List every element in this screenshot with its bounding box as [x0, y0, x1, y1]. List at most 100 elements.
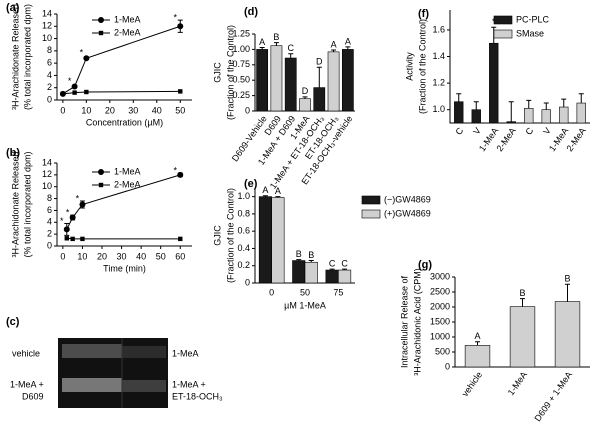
bar-label: B	[296, 249, 302, 259]
x-tick-label: C	[453, 125, 465, 136]
x-tick-label: 30	[117, 251, 127, 261]
point	[60, 91, 66, 97]
legend-label: PC-PLC	[516, 14, 550, 24]
panel-c: (c) vehicle 1-MeA 1-MeA + D609 1-MeA + E…	[6, 316, 223, 408]
y-axis-label: (Fraction of the Control)	[225, 188, 235, 283]
legend-label: (−)GW4869	[384, 194, 431, 204]
bar	[341, 49, 354, 112]
error-bar	[273, 42, 279, 46]
panel-tag: (d)	[244, 6, 258, 18]
legend-swatch	[361, 195, 381, 205]
y-axis-label: (Fraction of the Control)	[225, 25, 235, 120]
panel-tag: (a)	[6, 2, 20, 14]
point-label: *	[68, 76, 72, 86]
y-tick-label: 0.75	[232, 59, 250, 69]
y-tick-label: 12	[42, 169, 52, 179]
legend-label: SMase	[516, 28, 544, 38]
x-tick-label: 60	[175, 251, 185, 261]
error-bar	[288, 53, 294, 59]
y-tick-label: 2500	[430, 286, 450, 296]
y-tick-label: 12	[42, 21, 52, 31]
y-axis-label: Intracellular Release of	[399, 275, 409, 368]
bar	[270, 45, 283, 112]
point	[178, 89, 183, 94]
error-bar	[308, 260, 314, 263]
bar-label: B	[519, 288, 525, 298]
y-axis-label: Activity	[404, 52, 414, 81]
bar	[489, 42, 499, 124]
error-bar	[262, 195, 268, 197]
legend-marker	[98, 169, 104, 175]
legend-marker	[98, 17, 104, 23]
legend-label: (+)GW4869	[384, 208, 431, 218]
x-tick-label: 10	[77, 251, 87, 261]
y-tick-label: 2000	[430, 301, 450, 311]
bar-label: A	[262, 185, 268, 195]
bar	[554, 301, 581, 368]
point-label: *	[76, 193, 80, 203]
point	[84, 89, 89, 95]
lane-label: 1-MeA +	[172, 379, 206, 389]
legend-label: 2-MeA	[114, 27, 141, 37]
bar	[338, 269, 352, 284]
point-label: *	[80, 48, 84, 58]
point	[64, 236, 69, 241]
bar	[284, 57, 297, 112]
error-bar	[345, 46, 351, 50]
y-tick-label: 6	[47, 58, 52, 68]
bar-label: C	[329, 259, 336, 269]
error-bar	[259, 47, 265, 50]
lane-label: D609	[22, 391, 44, 401]
x-tick-label: 0	[60, 251, 65, 261]
error-bar	[456, 93, 462, 102]
gel-image	[58, 338, 168, 408]
error-bar	[475, 341, 480, 346]
bar	[506, 121, 516, 124]
x-tick-label: 20	[97, 251, 107, 261]
legend-marker	[98, 30, 104, 36]
y-tick-label: 0	[47, 240, 52, 250]
point	[83, 55, 90, 62]
bar-label: A	[275, 186, 281, 196]
y-tick-label: 1500	[430, 316, 450, 326]
x-tick-label: 75	[333, 287, 343, 297]
error-bar	[526, 99, 532, 109]
y-axis-label: (% total incorporated dpm)	[22, 4, 32, 110]
band	[62, 378, 122, 392]
lane-label: vehicle	[12, 348, 40, 358]
point	[177, 23, 184, 30]
y-tick-label: 500	[435, 346, 450, 356]
y-tick-label: 4	[47, 70, 52, 80]
panel-tag: (b)	[6, 147, 20, 159]
x-axis-label: Time (min)	[103, 263, 146, 273]
y-tick-label: 1.0	[237, 191, 250, 201]
y-tick-label: 10	[42, 33, 52, 43]
error-bar	[561, 98, 567, 108]
band	[122, 346, 166, 358]
panel-tag: (e)	[244, 178, 258, 190]
y-tick-label: 0.2	[237, 260, 250, 270]
bar-label: C	[341, 259, 348, 269]
bar	[304, 261, 318, 284]
bar	[256, 49, 269, 112]
bar	[509, 306, 536, 368]
panel-tag: (c)	[6, 316, 20, 328]
y-tick-label: 0.8	[237, 208, 250, 218]
y-axis-label: GJIC	[212, 225, 222, 246]
y-tick-label: 0	[445, 361, 450, 371]
y-tick-label: 10	[42, 181, 52, 191]
bar	[576, 102, 586, 124]
x-tick-label: 50	[156, 251, 166, 261]
bar-label: C	[287, 43, 294, 53]
bar-label: B	[308, 250, 314, 260]
error-bar	[331, 49, 337, 52]
y-tick-label: 1.0	[432, 104, 445, 114]
y-tick-label: 1.00	[232, 44, 250, 54]
bar	[524, 108, 534, 124]
bar	[327, 51, 340, 112]
error-bar	[473, 101, 479, 110]
lane-label: 1-MeA +	[10, 379, 44, 389]
x-axis-label: µM 1-MeA	[284, 300, 326, 310]
error-bar	[316, 66, 322, 88]
y-axis-label: (Fraction of the Control)	[417, 19, 427, 114]
